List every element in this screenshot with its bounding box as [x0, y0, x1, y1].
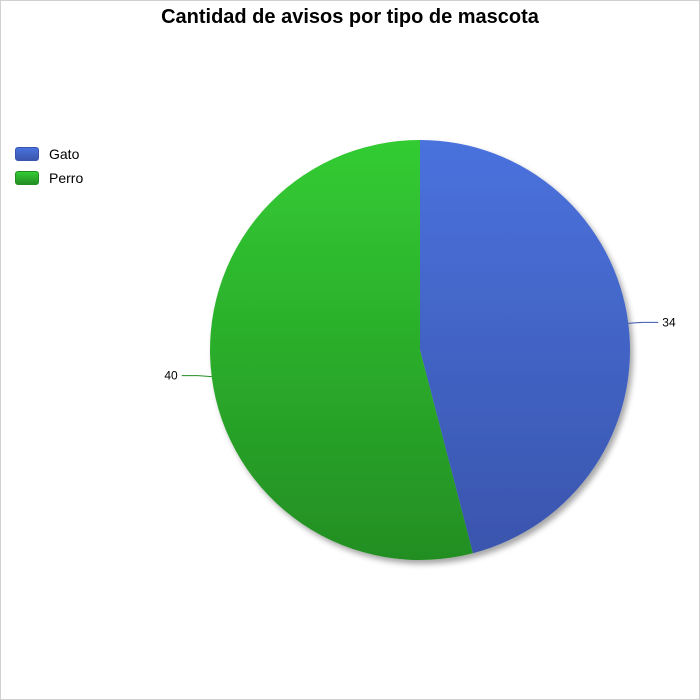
leader-line-gato — [628, 321, 659, 324]
data-label-gato: 34 — [662, 315, 676, 329]
data-label-perro: 40 — [164, 369, 178, 383]
legend: Gato Perro — [15, 142, 83, 190]
leader-line-perro — [181, 375, 212, 378]
legend-item-perro: Perro — [15, 166, 83, 190]
legend-label-gato: Gato — [49, 146, 80, 162]
chart-title: Cantidad de avisos por tipo de mascota — [161, 6, 539, 28]
pie-slice-perro — [210, 140, 473, 560]
legend-swatch-perro — [15, 171, 39, 185]
legend-item-gato: Gato — [15, 142, 83, 166]
legend-swatch-gato — [15, 147, 39, 161]
legend-label-perro: Perro — [49, 170, 84, 186]
pie-slice-gato — [420, 140, 631, 554]
